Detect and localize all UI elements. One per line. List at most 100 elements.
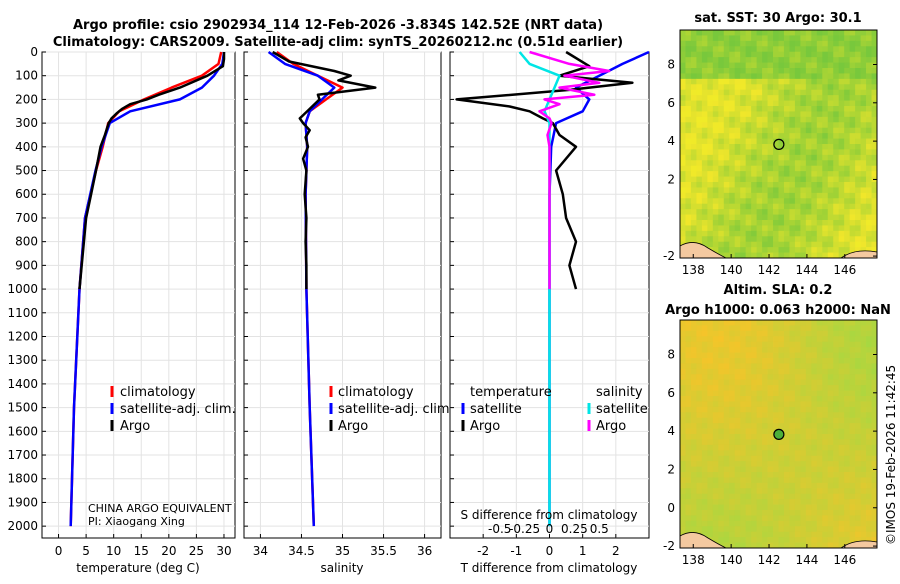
map-cell	[773, 214, 779, 221]
map-cell	[740, 412, 747, 419]
map-cell	[866, 68, 872, 74]
map-cell	[718, 341, 725, 348]
map-cell	[712, 144, 719, 150]
map-cell	[707, 171, 714, 177]
map-cell	[844, 406, 851, 413]
map-cell	[849, 450, 856, 457]
map-cell	[871, 127, 878, 134]
x-tick-label: 5	[82, 544, 90, 558]
map-cell	[767, 78, 774, 85]
map-cell	[827, 241, 834, 248]
map-cell	[838, 192, 845, 199]
map-cell	[680, 116, 686, 123]
depth-tick-label: 1800	[7, 472, 38, 486]
map-cell	[794, 330, 801, 337]
map-cell	[833, 412, 840, 419]
map-cell	[778, 106, 785, 112]
map-cell	[860, 396, 867, 402]
map-cell	[680, 100, 686, 107]
map-cell	[690, 160, 697, 167]
map-cell	[707, 78, 714, 85]
map-cell	[773, 133, 779, 139]
map-cell	[740, 68, 747, 74]
map-cell	[773, 30, 779, 36]
map-cell	[767, 241, 774, 248]
map-cell	[734, 209, 741, 215]
x-tick-label: -2	[477, 544, 489, 558]
map-cell	[833, 84, 840, 91]
map-cell	[745, 493, 752, 500]
map-cell	[794, 46, 801, 53]
difference-panel: -2 -1 0 1 2 -0.5-0.25 0 0.25 0.5 T difference f…	[449, 50, 650, 575]
map-cell	[723, 499, 730, 505]
map-cell	[734, 379, 741, 386]
map-cell	[783, 325, 790, 332]
map-cell	[860, 247, 867, 253]
map-cell	[685, 515, 692, 522]
map-cell	[816, 247, 823, 253]
map-cell	[680, 68, 686, 74]
map-cell	[844, 515, 851, 522]
map-cell	[794, 352, 801, 359]
map-cell	[773, 368, 779, 375]
map-cell	[729, 450, 736, 457]
map-cell	[729, 35, 736, 42]
legend-climatology-label: climatology	[120, 385, 196, 400]
map-cell	[822, 320, 829, 326]
map-cell	[800, 390, 807, 397]
map-cell	[827, 111, 834, 118]
map-cell	[762, 68, 768, 74]
map-cell	[756, 347, 763, 353]
map-cell	[866, 165, 872, 172]
map-cell	[805, 160, 812, 167]
map-cell	[783, 122, 790, 129]
map-cell	[701, 220, 708, 226]
map-cell	[866, 515, 872, 522]
map-cell	[844, 62, 851, 69]
map-cell	[789, 122, 796, 129]
map-cell	[844, 455, 851, 462]
map-cell	[800, 57, 807, 63]
map-cell	[701, 84, 708, 91]
map-cell	[740, 122, 747, 129]
map-cell	[740, 160, 747, 167]
map-cell	[734, 439, 741, 446]
map-cell	[729, 461, 736, 467]
map-cell	[712, 30, 719, 36]
map-cell	[860, 526, 867, 533]
map-cell	[822, 144, 829, 150]
map-cell	[734, 127, 741, 134]
x-tick-label: 35.5	[370, 544, 397, 558]
map-cell	[789, 176, 796, 183]
map-cell	[767, 116, 774, 123]
map-cell	[740, 225, 747, 232]
map-cell	[833, 116, 840, 123]
map-cell	[707, 100, 714, 107]
map-cell	[778, 203, 785, 210]
map-cell	[860, 428, 867, 435]
map-cell	[866, 341, 872, 348]
map-cell	[805, 401, 812, 408]
map-cell	[860, 220, 867, 226]
map-cell	[729, 542, 736, 549]
map-cell	[680, 160, 686, 167]
map-cell	[690, 390, 697, 397]
map-cell	[855, 428, 861, 435]
map-cell	[729, 358, 736, 364]
map-cell	[860, 379, 867, 386]
map-cell	[849, 203, 856, 210]
map-cell	[729, 363, 736, 370]
map-cell	[871, 230, 878, 237]
map-cell	[767, 144, 774, 150]
map-cell	[838, 154, 845, 161]
map-cell	[734, 444, 741, 451]
map-cell	[789, 241, 796, 248]
map-cell	[734, 423, 741, 429]
map-cell	[712, 320, 719, 326]
map-cell	[849, 220, 856, 226]
map-cell	[811, 347, 818, 353]
map-cell	[860, 510, 867, 516]
map-cell	[816, 347, 823, 353]
map-cell	[800, 138, 807, 145]
map-cell	[762, 396, 768, 402]
